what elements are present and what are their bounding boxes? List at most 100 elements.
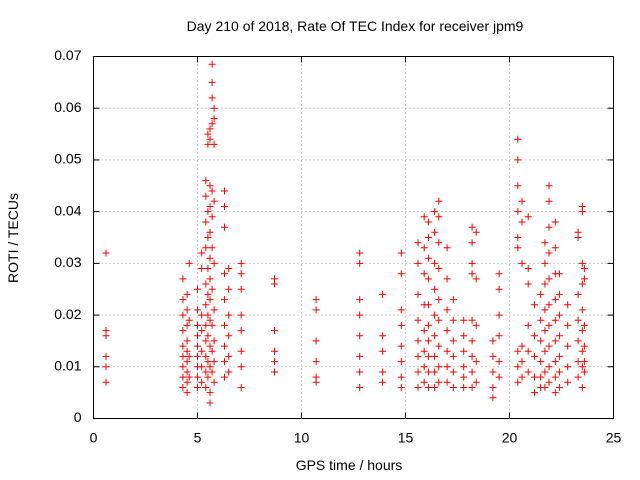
data-point-marker [397,249,405,257]
data-point-marker [198,265,206,272]
y-tick-label: 0.04 [54,202,81,218]
data-point-marker [574,234,582,241]
data-point-marker [210,259,218,267]
data-point-marker [183,306,191,314]
data-point-marker [204,234,212,241]
data-point-marker [221,270,228,278]
y-tick-label: 0.03 [54,254,81,270]
data-point-marker [183,290,191,298]
data-point-marker [541,384,549,391]
data-point-marker [356,332,364,340]
data-point-marker [489,394,497,402]
data-point-marker [237,270,245,278]
data-point-marker [431,228,439,236]
data-point-marker [179,373,187,381]
data-point-marker [424,218,432,226]
data-point-marker [221,358,228,366]
data-point-marker [208,285,216,293]
data-point-marker [551,218,559,226]
data-point-marker [271,368,278,376]
data-point-marker [179,275,187,283]
data-point-marker [524,213,532,221]
data-point-marker [524,368,532,376]
data-point-marker [537,316,545,324]
data-point-marker [518,342,526,350]
data-point-marker [431,208,439,216]
data-point-marker [202,337,210,345]
data-point-marker [564,301,572,309]
data-point-marker [237,363,245,371]
data-point-marker [356,368,364,376]
data-point-marker [206,254,214,262]
data-point-marker [460,347,468,355]
data-point-marker [185,316,193,324]
data-point-marker [541,347,549,355]
data-point-marker [524,280,532,288]
data-point-marker [580,358,588,366]
data-point-marker [202,368,210,376]
data-point-marker [397,306,405,314]
data-point-marker [208,213,216,221]
data-point-marker [580,275,588,283]
data-point-marker [524,265,532,272]
data-point-marker [356,259,364,267]
data-point-marker [449,352,457,360]
data-point-marker [531,373,538,381]
data-point-marker [489,352,497,360]
data-point-marker [198,363,206,371]
data-point-marker [431,259,439,267]
data-point-marker [449,368,457,376]
data-point-marker [574,373,582,381]
data-point-marker [206,182,214,190]
data-point-marker [468,259,476,267]
data-point-marker [312,378,320,386]
data-point-marker [206,316,214,324]
data-point-marker [551,244,559,252]
data-point-marker [414,352,422,360]
data-point-marker [551,316,559,324]
data-point-marker [420,378,428,386]
data-point-marker [460,316,468,324]
data-point-marker [194,332,201,340]
data-point-marker [545,363,553,371]
data-point-marker [468,352,476,360]
data-point-marker [237,384,245,391]
data-point-marker [221,203,228,210]
data-point-marker [206,228,214,236]
data-point-marker [468,368,476,376]
data-point-marker [198,327,206,335]
data-point-marker [435,239,443,247]
data-point-marker [545,275,553,283]
x-tick-label: 10 [294,430,310,446]
data-point-marker [208,120,216,128]
data-point-marker [204,373,212,381]
data-point-marker [518,218,526,226]
data-point-marker [518,373,526,381]
data-point-marker [555,270,563,278]
data-point-marker [414,259,422,267]
data-point-marker [431,368,439,376]
y-tick-label: 0.05 [54,151,81,167]
data-point-marker [545,342,553,350]
data-point-marker [580,265,588,272]
data-point-marker [356,311,364,319]
data-point-marker [537,290,545,298]
data-point-marker [551,337,559,345]
data-point-marker [312,337,320,345]
data-point-marker [208,94,216,102]
data-point-marker [183,378,191,386]
data-point-marker [449,296,457,304]
data-point-marker [424,352,432,360]
data-point-marker [225,352,233,360]
data-point-marker [206,399,214,407]
data-point-marker [514,244,522,252]
data-point-marker [435,296,443,304]
data-point-marker [208,187,216,195]
data-point-marker [580,368,588,376]
data-point-marker [514,363,522,371]
data-point-marker [397,342,405,350]
data-point-marker [198,378,206,386]
data-point-marker [435,213,443,221]
data-point-marker [221,223,228,231]
